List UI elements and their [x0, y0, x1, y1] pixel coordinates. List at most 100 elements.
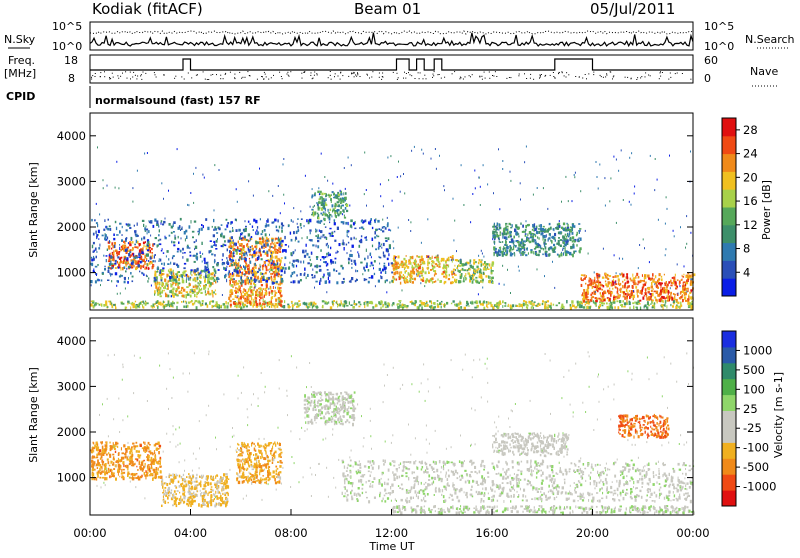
- heatmap-cell: [161, 279, 163, 281]
- heatmap-cell: [517, 228, 519, 230]
- heatmap-cell: [184, 231, 186, 235]
- heatmap-cell: [351, 164, 352, 166]
- heatmap-cell: [352, 306, 355, 309]
- heatmap-cell: [162, 267, 164, 269]
- heatmap-cell: [405, 270, 407, 272]
- heatmap-cell: [650, 155, 651, 157]
- heatmap-cell: [235, 290, 236, 292]
- heatmap-cell: [545, 246, 547, 249]
- heatmap-cell: [118, 473, 119, 476]
- heatmap-cell: [266, 269, 268, 271]
- nave-point: [310, 75, 311, 76]
- heatmap-cell: [304, 268, 306, 271]
- heatmap-cell: [180, 250, 182, 253]
- heatmap-cell: [213, 291, 215, 293]
- heatmap-cell: [688, 305, 689, 307]
- heatmap-cell: [158, 448, 160, 450]
- nave-point: [554, 77, 555, 78]
- heatmap-cell: [537, 236, 538, 238]
- heatmap-cell: [293, 207, 294, 209]
- heatmap-cell: [341, 300, 342, 303]
- heatmap-cell: [111, 304, 112, 307]
- heatmap-cell: [471, 275, 473, 277]
- heatmap-cell: [619, 300, 621, 303]
- heatmap-cell: [384, 303, 386, 305]
- heatmap-cell: [427, 304, 429, 307]
- heatmap-cell: [574, 174, 575, 176]
- nave-point: [459, 78, 460, 79]
- heatmap-cell: [147, 249, 149, 251]
- heatmap-cell: [387, 224, 389, 227]
- heatmap-cell: [120, 292, 121, 294]
- heatmap-cell: [398, 300, 400, 302]
- heatmap-cell: [596, 305, 597, 307]
- heatmap-cell: [253, 251, 255, 254]
- heatmap-cell: [388, 249, 389, 251]
- heatmap-cell: [212, 305, 213, 308]
- heatmap-cell: [295, 237, 297, 240]
- heatmap-cell: [254, 273, 256, 276]
- heatmap-cell: [454, 265, 455, 267]
- heatmap-cell: [195, 280, 197, 282]
- heatmap-cell: [182, 227, 183, 231]
- heatmap-cell: [206, 294, 207, 296]
- heatmap-cell: [91, 264, 93, 266]
- nave-point: [660, 71, 661, 72]
- heatmap-cell: [303, 261, 304, 264]
- heatmap-cell: [380, 183, 381, 185]
- heatmap-cell: [333, 303, 334, 306]
- heatmap-cell: [147, 243, 148, 245]
- heatmap-cell: [241, 281, 243, 284]
- heatmap-cell: [302, 251, 305, 253]
- heatmap-cell: [205, 218, 207, 221]
- heatmap-cell: [177, 273, 178, 276]
- heatmap-cell: [256, 303, 258, 306]
- heatmap-cell: [499, 224, 501, 227]
- heatmap-cell: [294, 303, 295, 306]
- heatmap-cell: [142, 301, 144, 303]
- heatmap-cell: [670, 285, 672, 287]
- nave-point: [239, 72, 240, 73]
- nave-point: [485, 78, 486, 79]
- heatmap-cell: [637, 284, 638, 286]
- heatmap-cell: [306, 244, 307, 247]
- heatmap-cell: [587, 291, 589, 293]
- heatmap-cell: [476, 280, 478, 283]
- heatmap-cell: [388, 229, 390, 231]
- heatmap-cell: [246, 252, 248, 255]
- heatmap-cell: [337, 251, 339, 253]
- heatmap-cell: [97, 224, 98, 227]
- heatmap-cell: [119, 230, 121, 233]
- heatmap-cell: [121, 239, 123, 242]
- heatmap-cell: [117, 261, 118, 264]
- nave-point: [264, 72, 265, 73]
- heatmap-cell: [685, 275, 687, 278]
- heatmap-cell: [107, 185, 108, 187]
- nave-point: [506, 78, 507, 79]
- heatmap-cell: [360, 304, 362, 306]
- heatmap-cell: [459, 270, 461, 272]
- heatmap-cell: [616, 272, 617, 274]
- heatmap-cell: [491, 269, 492, 272]
- heatmap-cell: [226, 305, 228, 308]
- heatmap-cell: [458, 307, 460, 310]
- heatmap-cell: [199, 273, 201, 275]
- heatmap-cell: [317, 213, 319, 215]
- heatmap-cell: [245, 226, 247, 228]
- heatmap-cell: [321, 202, 323, 204]
- nave-point: [510, 77, 511, 78]
- heatmap-cell: [306, 219, 308, 222]
- heatmap-cell: [324, 200, 325, 202]
- heatmap-cell: [544, 275, 545, 277]
- heatmap-cell: [235, 259, 236, 262]
- heatmap-cell: [343, 221, 345, 223]
- cpid-text: normalsound (fast) 157 RF: [95, 94, 261, 107]
- heatmap-cell: [245, 230, 247, 233]
- heatmap-cell: [400, 306, 402, 308]
- heatmap-cell: [480, 280, 481, 283]
- heatmap-cell: [120, 274, 121, 276]
- heatmap-cell: [540, 224, 542, 227]
- heatmap-cell: [154, 255, 155, 258]
- heatmap-cell: [138, 450, 140, 452]
- heatmap-cell: [204, 269, 206, 272]
